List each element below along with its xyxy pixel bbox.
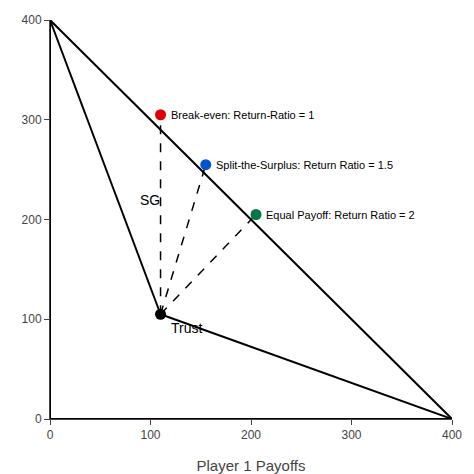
svg-text:200: 200 (241, 428, 261, 442)
svg-text:Player 1 Payoffs: Player 1 Payoffs (197, 457, 306, 474)
svg-text:300: 300 (22, 113, 42, 127)
svg-text:400: 400 (442, 428, 462, 442)
svg-text:0: 0 (47, 428, 54, 442)
svg-text:0: 0 (35, 412, 42, 426)
svg-text:400: 400 (22, 13, 42, 27)
svg-text:Split-the-Surplus: Return Rati: Split-the-Surplus: Return Ratio = 1.5 (216, 159, 393, 171)
svg-text:100: 100 (140, 428, 160, 442)
svg-text:100: 100 (22, 312, 42, 326)
svg-text:Break-even: Return-Ratio = 1: Break-even: Return-Ratio = 1 (171, 109, 314, 121)
svg-text:200: 200 (22, 213, 42, 227)
svg-text:300: 300 (341, 428, 361, 442)
svg-text:Equal Payoff: Return Ratio = 2: Equal Payoff: Return Ratio = 2 (266, 209, 415, 221)
svg-text:SG: SG (140, 192, 160, 208)
svg-text:Trust: Trust (171, 320, 202, 336)
